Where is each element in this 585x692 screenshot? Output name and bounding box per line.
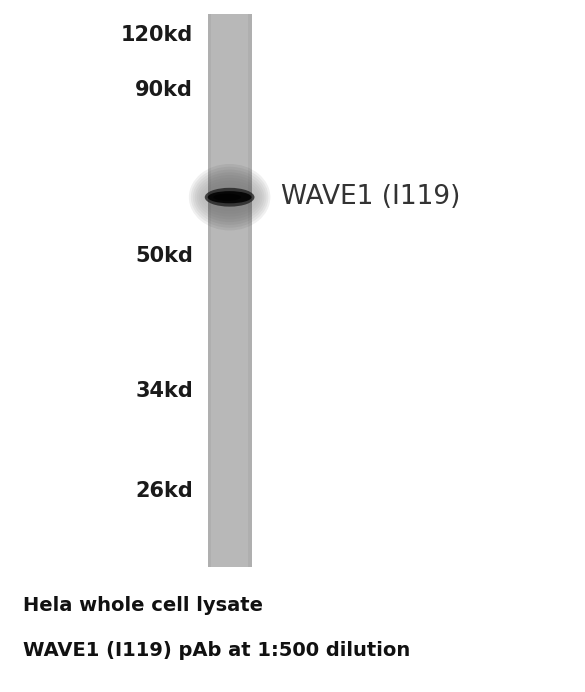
Text: 90kd: 90kd [135, 80, 193, 100]
Text: 50kd: 50kd [135, 246, 193, 266]
Ellipse shape [214, 194, 241, 201]
Text: 34kd: 34kd [135, 381, 193, 401]
Ellipse shape [191, 167, 269, 228]
Text: 120kd: 120kd [121, 25, 193, 44]
Bar [248, 14, 252, 567]
Text: WAVE1 (I119) pAb at 1:500 dilution: WAVE1 (I119) pAb at 1:500 dilution [23, 641, 411, 660]
Text: 26kd: 26kd [135, 482, 193, 501]
Text: Hela whole cell lysate: Hela whole cell lysate [23, 596, 263, 615]
Ellipse shape [189, 164, 270, 230]
Ellipse shape [208, 191, 252, 203]
Ellipse shape [205, 188, 254, 207]
Text: WAVE1 (I119): WAVE1 (I119) [281, 184, 460, 210]
Bar [208, 14, 211, 567]
Bar [208, 14, 252, 567]
